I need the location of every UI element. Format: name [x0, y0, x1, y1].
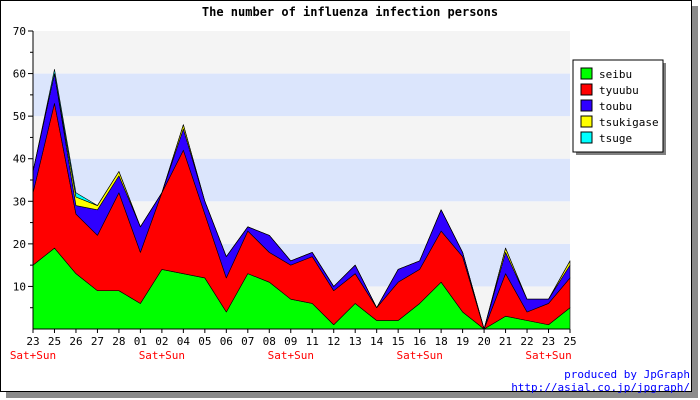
weekend-label: Sat+Sun: [396, 349, 442, 362]
y-tick-label: 20: [13, 238, 26, 251]
x-tick-label: 02: [155, 335, 168, 348]
x-tick-label: 26: [69, 335, 82, 348]
x-tick-label: 15: [392, 335, 405, 348]
x-tick-label: 06: [220, 335, 233, 348]
chart-title: The number of influenza infection person…: [202, 5, 498, 19]
y-tick-label: 40: [13, 153, 26, 166]
x-tick-label: 20: [477, 335, 490, 348]
x-tick-label: 08: [263, 335, 276, 348]
y-tick-label: 70: [13, 25, 26, 38]
legend-swatch-tsukigase: [580, 115, 593, 128]
x-tick-label: 12: [327, 335, 340, 348]
credit-line-1: produced by JpGraph: [564, 368, 690, 381]
weekend-label: Sat+Sun: [10, 349, 56, 362]
x-tick-label: 01: [134, 335, 147, 348]
y-tick-label: 60: [13, 68, 26, 81]
x-tick-label: 18: [434, 335, 447, 348]
x-tick-label: 23: [26, 335, 39, 348]
legend-label-tsuge: tsuge: [599, 132, 632, 145]
legend-label-seibu: seibu: [599, 68, 632, 81]
x-tick-label: 25: [48, 335, 61, 348]
legend-label-toubu: toubu: [599, 100, 632, 113]
x-tick-label: 05: [198, 335, 211, 348]
x-tick-label: 23: [542, 335, 555, 348]
axes: 10 20 30 40 50 60 70 23 25 26 27 28 01 02 04 05 06 07 08 09…: [10, 25, 577, 362]
legend-swatch-seibu: [580, 67, 593, 80]
x-tick-label: 21: [499, 335, 512, 348]
x-tick-label: 27: [91, 335, 104, 348]
credit-line-2: http://asial.co.jp/jpgraph/: [511, 381, 690, 394]
weekend-label: Sat+Sun: [139, 349, 185, 362]
legend-label-tyuubu: tyuubu: [599, 84, 639, 97]
x-tick-label: 28: [112, 335, 125, 348]
x-tick-label: 16: [413, 335, 426, 348]
x-tick-label: 19: [456, 335, 469, 348]
x-tick-label: 13: [349, 335, 362, 348]
y-tick-label: 30: [13, 195, 26, 208]
y-tick-label: 10: [13, 280, 26, 293]
legend-swatch-tsuge: [580, 131, 593, 144]
legend: seibu tyuubu toubu tsukigase tsuge: [572, 59, 666, 155]
x-tick-label: 22: [520, 335, 533, 348]
x-tick-label: 09: [284, 335, 297, 348]
legend-swatch-toubu: [580, 99, 593, 112]
weekend-label: Sat+Sun: [268, 349, 314, 362]
area-series-tsuge: [32, 69, 571, 330]
x-tick-label: 07: [241, 335, 254, 348]
background-band: [33, 31, 570, 74]
x-tick-label: 04: [177, 335, 191, 348]
weekend-label: Sat+Sun: [525, 349, 571, 362]
y-tick-label: 50: [13, 110, 26, 123]
legend-swatch-tyuubu: [580, 83, 593, 96]
legend-label-tsukigase: tsukigase: [599, 116, 659, 129]
background-band: [33, 73, 570, 117]
x-tick-label: 11: [306, 335, 319, 348]
background-band: [33, 116, 570, 159]
x-tick-label: 25: [563, 335, 576, 348]
x-tick-label: 14: [370, 335, 384, 348]
